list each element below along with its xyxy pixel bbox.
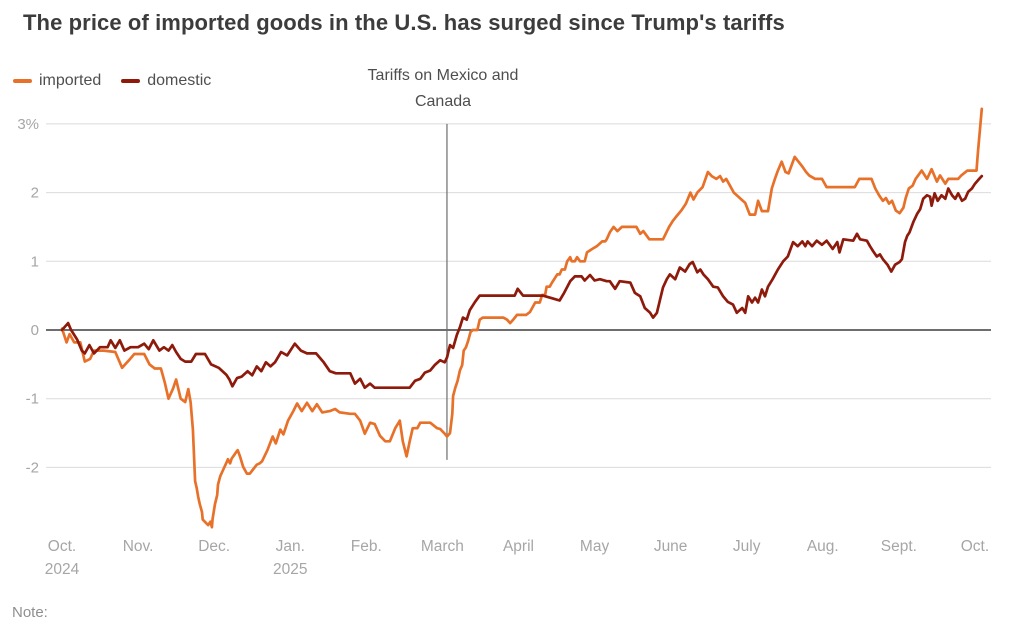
chart-legend: imported domestic bbox=[13, 72, 211, 90]
imported-line bbox=[60, 107, 984, 529]
note-label: Note: bbox=[12, 604, 48, 621]
page-title: The price of imported goods in the U.S. … bbox=[23, 10, 785, 35]
y-tick-label: 2 bbox=[31, 185, 39, 202]
x-tick-label: Nov. bbox=[123, 538, 154, 555]
y-tick-label: 1 bbox=[31, 253, 39, 270]
x-tick-label: April bbox=[503, 538, 534, 555]
x-tick-label: Sept. bbox=[881, 538, 917, 555]
x-tick-label: Oct. bbox=[961, 538, 989, 555]
series-lines bbox=[60, 107, 984, 529]
x-tick-label: May bbox=[580, 538, 610, 555]
y-tick-label: 0 bbox=[31, 322, 39, 339]
x-tick-label: Aug. bbox=[807, 538, 839, 555]
imported-line-swatch-icon bbox=[13, 79, 32, 83]
x-tick-label: July bbox=[733, 538, 761, 555]
x-tick-label: June bbox=[654, 538, 688, 555]
event-annotation-label: Tariffs on Mexico and Canada bbox=[367, 67, 519, 110]
y-tick-label: -2 bbox=[26, 459, 39, 476]
y-tick-label: -1 bbox=[26, 391, 39, 408]
y-tick-label: 3% bbox=[17, 116, 39, 133]
x-tick-label: March bbox=[421, 538, 464, 555]
x-tick-label: Oct. bbox=[48, 538, 76, 555]
gridlines bbox=[46, 123, 991, 468]
x-tick-label: Feb. bbox=[351, 538, 382, 555]
x-tick-label: Jan. bbox=[276, 538, 305, 555]
legend-item-imported: imported bbox=[13, 72, 101, 90]
legend-label-imported: imported bbox=[39, 72, 102, 89]
x-axis-labels: Oct. 2024 Nov. Dec. Jan. 2025 Feb. March April Ma… bbox=[45, 538, 989, 578]
x-tick-year-label: 2025 bbox=[273, 561, 307, 578]
legend-label-domestic: domestic bbox=[147, 72, 212, 89]
y-axis-labels: 3% 2 1 0 -1 -2 bbox=[17, 116, 39, 477]
x-tick-label: Dec. bbox=[198, 538, 230, 555]
domestic-line bbox=[60, 174, 984, 390]
legend-item-domestic: domestic bbox=[121, 72, 211, 90]
domestic-line-swatch-icon bbox=[121, 79, 141, 83]
x-tick-year-label: 2024 bbox=[45, 561, 80, 578]
